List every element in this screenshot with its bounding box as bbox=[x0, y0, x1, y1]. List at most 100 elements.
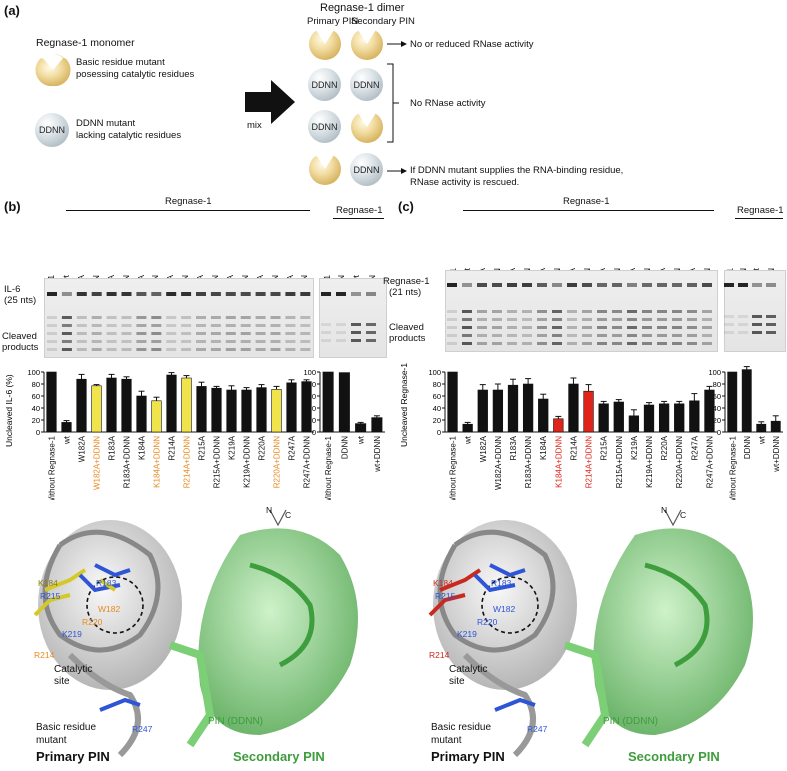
gel-band-cleaved bbox=[196, 316, 206, 319]
gel-band-cleaved bbox=[672, 318, 682, 321]
gel-band-full bbox=[61, 292, 72, 296]
gel-band-cleaved bbox=[462, 326, 472, 329]
bar bbox=[338, 372, 350, 433]
y-tick-label: 0 bbox=[36, 428, 40, 437]
gel-band-cleaved bbox=[447, 326, 457, 329]
gel-band-cleaved bbox=[522, 318, 532, 321]
bar bbox=[598, 403, 609, 433]
struct-c-n-term: N bbox=[661, 505, 668, 515]
gel-band-cleaved bbox=[166, 340, 177, 343]
gel-band-full bbox=[285, 292, 296, 296]
ddnn-mutant-line1: DDNN mutant bbox=[76, 118, 136, 129]
panel-c-substrate-line2: (21 nts) bbox=[389, 287, 422, 298]
gel-band-cleaved bbox=[285, 340, 296, 343]
gel-band-cleaved bbox=[702, 326, 712, 329]
struct-b-k184: K184 bbox=[38, 578, 58, 588]
gel-band-cleaved bbox=[627, 326, 637, 329]
gel-band-cleaved bbox=[702, 318, 712, 321]
struct-b-catalytic-line1: Catalytic bbox=[54, 664, 93, 675]
gel-band-full bbox=[151, 292, 162, 296]
panel-b-regnase-header: Regnase-1 bbox=[165, 196, 212, 207]
gel-band-cleaved bbox=[492, 342, 502, 345]
structure-b-primary-pin bbox=[33, 520, 182, 758]
y-tick-label: 100 bbox=[428, 368, 441, 377]
bar bbox=[256, 387, 267, 433]
x-tick-label: DDNN bbox=[743, 436, 752, 459]
gel-band-cleaved bbox=[702, 334, 712, 337]
struct-c-k184: K184 bbox=[433, 578, 453, 588]
gel-band-full bbox=[462, 283, 472, 287]
gel-band-cleaved bbox=[166, 324, 177, 327]
y-tick-label: 100 bbox=[303, 368, 316, 377]
gel-band-full bbox=[181, 292, 192, 296]
x-tick-label: Without Regnase-1 bbox=[728, 435, 737, 500]
gel-band-full bbox=[507, 283, 517, 287]
gel-band-cleaved bbox=[196, 340, 206, 343]
y-tick-label: 80 bbox=[713, 380, 721, 389]
gel-band-cleaved bbox=[210, 340, 221, 343]
struct-b-r247: R247 bbox=[132, 724, 153, 734]
gel-band-cleaved bbox=[687, 342, 697, 345]
gel-band-cleaved bbox=[582, 326, 592, 329]
gel-band-cleaved bbox=[136, 316, 147, 319]
x-tick-label: R214A bbox=[168, 435, 177, 460]
gel-band-cleaved bbox=[166, 316, 177, 319]
gel-band-cleaved bbox=[336, 331, 346, 334]
gel-band-cleaved bbox=[447, 318, 457, 321]
gel-band-cleaved bbox=[61, 324, 72, 327]
gel-band-cleaved bbox=[300, 332, 311, 335]
gel-band-cleaved bbox=[687, 326, 697, 329]
gel-band-cleaved bbox=[552, 318, 562, 321]
y-tick-label: 100 bbox=[27, 368, 40, 377]
gel-band-cleaved bbox=[477, 318, 487, 321]
gel-band-cleaved bbox=[766, 315, 776, 318]
bar bbox=[689, 400, 700, 433]
gel-band-cleaved bbox=[567, 326, 577, 329]
x-tick-label: R247A bbox=[288, 435, 297, 460]
gel-band-full bbox=[240, 292, 251, 296]
struct-c-catalytic-line2: site bbox=[449, 676, 465, 687]
gel-band-cleaved bbox=[627, 310, 637, 313]
gel-band-cleaved bbox=[642, 326, 652, 329]
gel-band-cleaved bbox=[300, 340, 311, 343]
bar bbox=[301, 381, 312, 433]
struct-b-r215: R215 bbox=[40, 591, 61, 601]
gel-band-cleaved bbox=[321, 323, 331, 326]
bar bbox=[121, 378, 132, 433]
x-tick-label: K219A bbox=[228, 435, 237, 460]
gel-band-cleaved bbox=[240, 316, 251, 319]
x-tick-label: R220A bbox=[258, 435, 267, 460]
bar bbox=[704, 389, 715, 433]
y-tick-label: 40 bbox=[308, 404, 316, 413]
outcome-3-line2: RNase activity is rescued. bbox=[410, 177, 520, 188]
y-tick-label: 40 bbox=[32, 404, 40, 413]
gel-band-cleaved bbox=[47, 324, 57, 327]
panel-b-regnase-bracket bbox=[66, 210, 310, 211]
gel-band-cleaved bbox=[255, 332, 266, 335]
bar bbox=[46, 371, 57, 433]
struct-b-n-term: N bbox=[266, 505, 273, 515]
gel-band-cleaved bbox=[47, 348, 57, 351]
outcome-3-line1: If DDNN mutant supplies the RNA-binding … bbox=[410, 165, 624, 176]
gel-band-full bbox=[552, 283, 562, 287]
x-tick-label: K184A bbox=[138, 435, 147, 460]
dimer-row-4-left-icon bbox=[309, 152, 341, 185]
gel-band-cleaved bbox=[321, 331, 331, 334]
gel-band-cleaved bbox=[300, 348, 311, 351]
gel-band-cleaved bbox=[225, 324, 236, 327]
y-tick-label: 0 bbox=[437, 428, 441, 437]
struct-c-pin-ddnn: PIN (DDNN) bbox=[603, 716, 658, 727]
gel-band-cleaved bbox=[612, 310, 622, 313]
panel-c-regnase-header: Regnase-1 bbox=[563, 196, 610, 207]
gel-band-cleaved bbox=[492, 310, 502, 313]
gel-band-cleaved bbox=[672, 334, 682, 337]
y-tick-label: 80 bbox=[433, 380, 441, 389]
panel-b-gel-side bbox=[319, 278, 387, 358]
gel-band-cleaved bbox=[597, 326, 607, 329]
ddnn-mutant-line2: lacking catalytic residues bbox=[76, 130, 182, 141]
gel-band-cleaved bbox=[106, 332, 117, 335]
gel-band-full bbox=[537, 283, 547, 287]
gel-band-cleaved bbox=[522, 326, 532, 329]
gel-band-cleaved bbox=[181, 348, 192, 351]
y-tick-label: 0 bbox=[717, 428, 721, 437]
